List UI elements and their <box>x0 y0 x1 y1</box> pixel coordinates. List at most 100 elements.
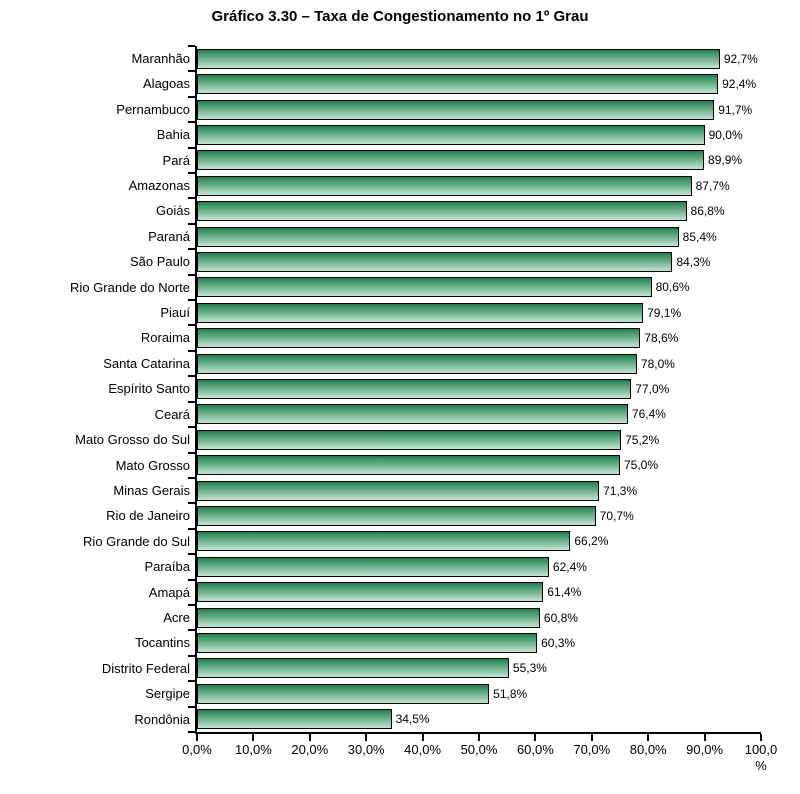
bar-value-label: 84,3% <box>676 254 711 269</box>
category-label: Amapá <box>148 584 190 600</box>
bar-row: 66,2% <box>197 529 761 554</box>
x-axis-tick <box>534 734 537 741</box>
y-axis-tick <box>188 70 195 73</box>
bar-row: 84,3% <box>197 249 761 274</box>
category-label: Goiás <box>156 203 190 219</box>
x-axis-tick <box>703 734 706 741</box>
bar-row: 62,4% <box>197 554 761 579</box>
bar-value-label: 76,4% <box>631 407 666 422</box>
bar-value-label: 90,0% <box>708 127 743 142</box>
x-axis-tick-label: 40,0% <box>404 742 442 757</box>
bar-row: 87,7% <box>197 173 761 198</box>
category-label: Mato Grosso do Sul <box>75 432 190 448</box>
bar-row: 78,0% <box>197 351 761 376</box>
chart-title: Gráfico 3.30 – Taxa de Congestionamento … <box>211 8 589 25</box>
bar-row: 60,3% <box>197 630 761 655</box>
bar-19 <box>197 531 571 552</box>
category-label: Santa Catarina <box>103 355 190 371</box>
y-axis-tick <box>188 680 195 683</box>
bar-value-label: 60,8% <box>543 610 578 625</box>
bar-7 <box>197 226 679 247</box>
x-axis-tick <box>478 734 480 741</box>
bar-value-label: 34,5% <box>395 712 430 727</box>
bar-value-label: 87,7% <box>695 178 730 193</box>
bar-10 <box>197 302 644 323</box>
category-label: Rio Grande do Norte <box>70 279 190 295</box>
bar-value-label: 71,3% <box>603 483 638 498</box>
x-axis-tick <box>647 734 650 741</box>
bar-value-label: 51,8% <box>493 686 528 701</box>
y-axis-tick <box>188 172 195 175</box>
y-axis-tick <box>188 527 195 530</box>
bar-18 <box>197 506 596 527</box>
bar-14 <box>197 404 628 425</box>
y-axis-tick <box>188 273 195 276</box>
bar-21 <box>197 582 544 603</box>
bar-11 <box>197 328 641 349</box>
category-label: Pernambuco <box>116 101 190 117</box>
bar-23 <box>197 633 538 654</box>
x-axis-tick-label: 10,0% <box>234 742 272 757</box>
bar-row: 75,0% <box>197 453 761 478</box>
bar-row: 76,4% <box>197 402 761 427</box>
y-axis-tick <box>188 451 195 454</box>
y-axis-tick <box>188 349 195 352</box>
bar-value-label: 78,6% <box>644 331 679 346</box>
bar-row: 75,2% <box>197 427 761 452</box>
bar-3 <box>197 124 705 145</box>
x-axis-tick-label: 80,0% <box>629 742 667 757</box>
bar-row: 60,8% <box>197 605 761 630</box>
bar-9 <box>197 277 652 298</box>
x-axis-tick-label: 30,0% <box>347 742 385 757</box>
bar-value-label: 70,7% <box>599 509 634 524</box>
bar-value-label: 86,8% <box>690 204 725 219</box>
bar-row: 61,4% <box>197 580 761 605</box>
category-label: Amazonas <box>128 178 190 194</box>
y-axis-tick <box>188 502 195 505</box>
x-axis-tick <box>421 734 424 741</box>
bar-12 <box>197 353 637 374</box>
x-axis-tick-label: 100,0 % <box>744 742 778 773</box>
y-axis-tick <box>188 731 195 733</box>
bar-value-label: 77,0% <box>635 381 670 396</box>
bar-24 <box>197 658 509 679</box>
bar-row: 55,3% <box>197 656 761 681</box>
bar-2 <box>197 99 715 120</box>
category-label: Paraná <box>148 228 190 244</box>
bar-row: 77,0% <box>197 376 761 401</box>
category-label: São Paulo <box>130 254 190 270</box>
x-axis-tick <box>196 734 198 741</box>
x-axis-tick <box>365 734 368 741</box>
category-label: Rondônia <box>134 711 190 727</box>
bar-15 <box>197 429 622 450</box>
x-axis-tick <box>308 734 311 741</box>
y-axis-tick <box>188 95 195 98</box>
category-label: Distrito Federal <box>101 660 190 676</box>
bar-row: 92,7% <box>197 46 761 71</box>
y-axis-tick <box>188 45 195 47</box>
bar-value-label: 89,9% <box>708 153 743 168</box>
bar-value-label: 80,6% <box>655 280 690 295</box>
y-axis-tick <box>188 705 195 708</box>
y-axis-tick <box>188 222 195 225</box>
bar-row: 85,4% <box>197 224 761 249</box>
category-label: Acre <box>163 609 190 625</box>
y-axis-tick <box>188 629 195 632</box>
x-axis-tick-label: 60,0% <box>516 742 554 757</box>
category-label: Minas Gerais <box>113 482 190 498</box>
y-axis-tick <box>188 553 195 556</box>
bar-8 <box>197 251 673 272</box>
x-axis-tick-label: 0,0% <box>182 742 212 757</box>
bar-20 <box>197 556 549 577</box>
category-label: Tocantins <box>135 635 190 651</box>
y-axis-tick <box>188 324 195 327</box>
y-axis-tick <box>188 578 195 581</box>
y-axis-tick <box>188 603 195 606</box>
category-label: Piauí <box>160 305 190 321</box>
bar-value-label: 85,4% <box>682 229 717 244</box>
plot-area: 92,7% 92,4% 91,7% 90,0% 89,9% 87,7% 86,8% 85,4%… <box>182 45 777 773</box>
bar-row: 80,6% <box>197 275 761 300</box>
category-label: Espírito Santo <box>108 381 190 397</box>
bar-value-label: 91,7% <box>718 102 753 117</box>
y-axis-line <box>195 46 197 732</box>
